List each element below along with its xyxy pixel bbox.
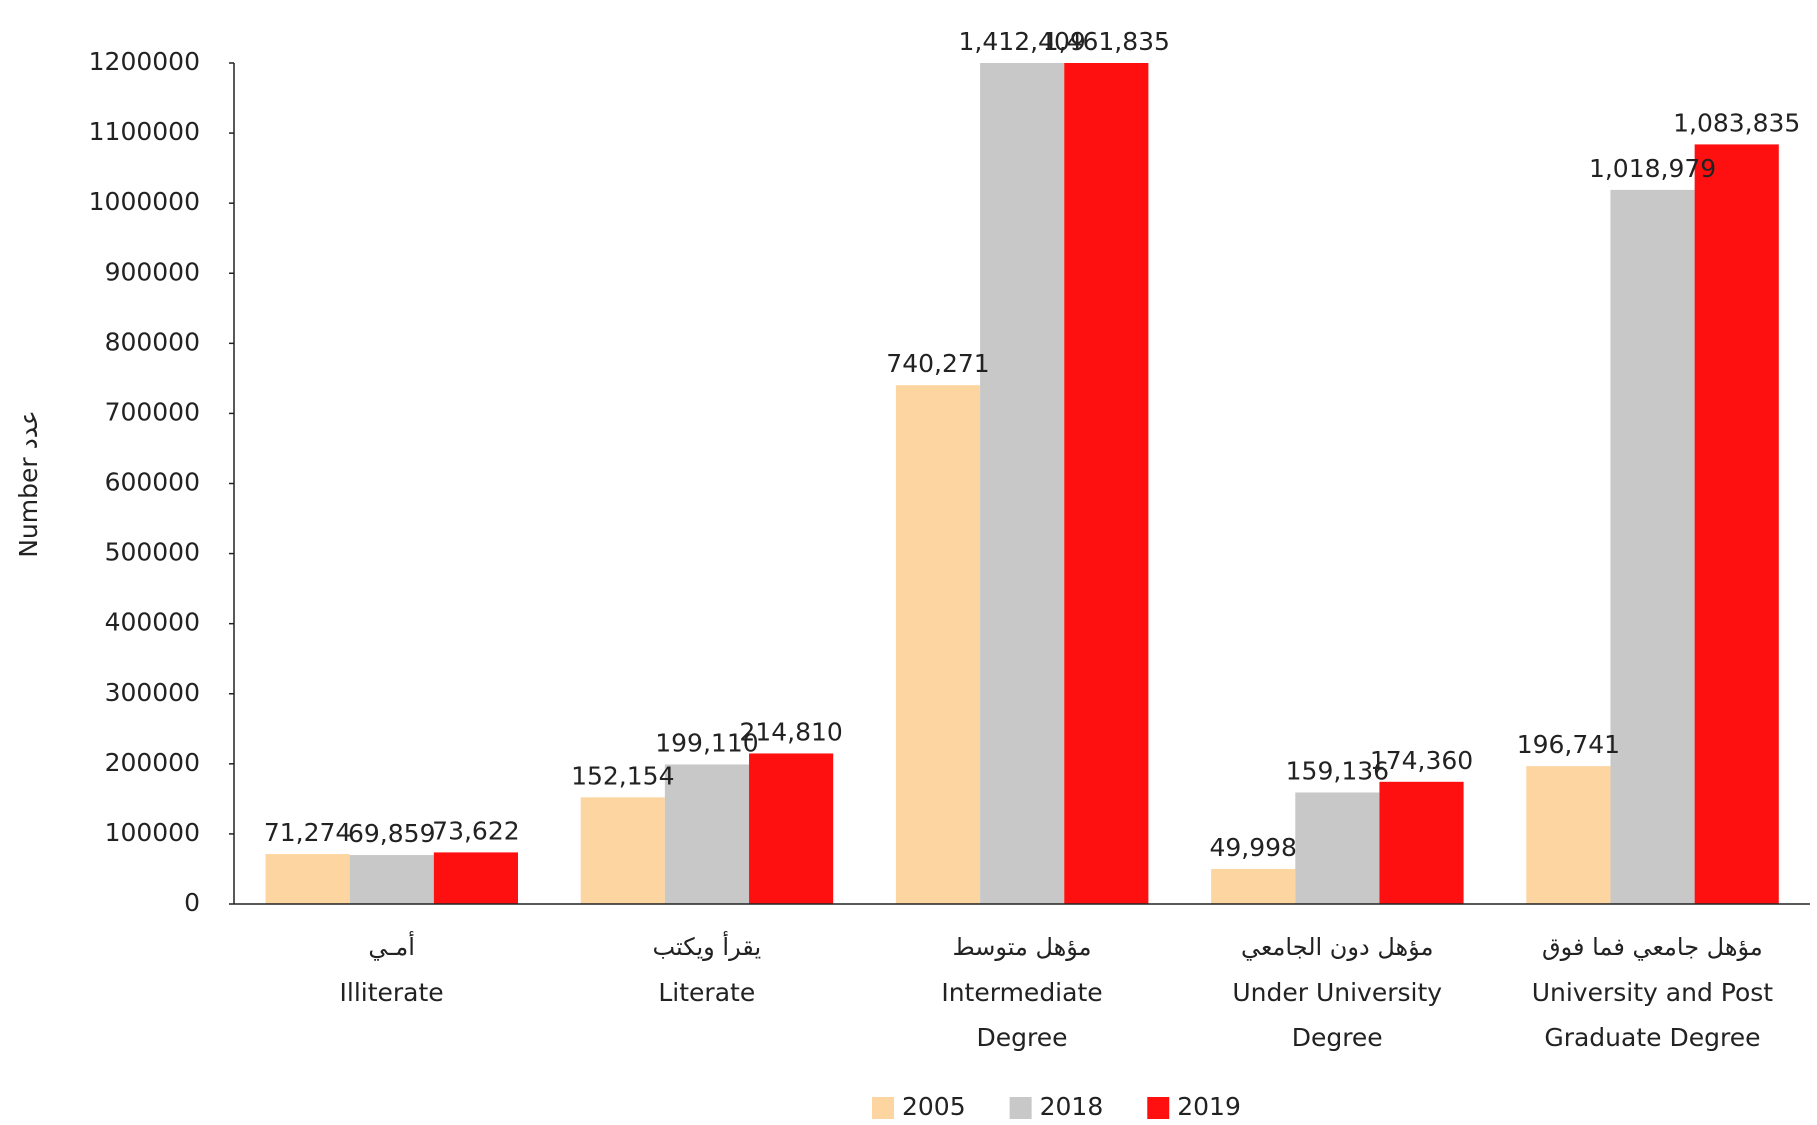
x-tick-label: Illiterate: [340, 978, 444, 1007]
x-tick-label-ar: مؤهل دون الجامعي: [1241, 933, 1433, 961]
y-tick-label: 1000000: [89, 187, 200, 216]
bar: [433, 852, 518, 904]
y-tick-label: 1100000: [89, 117, 200, 146]
bar: [749, 753, 834, 904]
legend-label: 2005: [902, 1092, 966, 1121]
data-label: 1,461,835: [1043, 27, 1170, 56]
data-label: 159,136: [1286, 756, 1389, 785]
y-tick-label: 800000: [105, 327, 200, 356]
x-tick-label-ar: مؤهل متوسط: [952, 933, 1091, 961]
y-tick-label: 0: [184, 888, 200, 917]
x-tick-label: Literate: [658, 978, 755, 1007]
data-label: 1,018,979: [1589, 154, 1716, 183]
bar: [1211, 868, 1296, 904]
x-tick-label-ar: أمـي: [368, 931, 415, 961]
bar: [580, 797, 665, 904]
legend-swatch: [1147, 1097, 1170, 1119]
x-tick-label-ar: يقرأ ويكتب: [652, 931, 761, 961]
y-tick-label: 300000: [105, 678, 200, 707]
x-tick-label: Under University Degree: [1232, 978, 1442, 1052]
y-tick-label: 900000: [105, 257, 200, 286]
data-label: 69,859: [348, 819, 435, 848]
data-label: 199,110: [655, 728, 758, 757]
bar: [1526, 766, 1611, 904]
data-label: 214,810: [739, 717, 842, 746]
data-label: 196,741: [1517, 730, 1620, 759]
bars: [265, 63, 1779, 905]
y-tick-label: 100000: [105, 818, 200, 847]
bar: [349, 855, 434, 904]
bar: [664, 764, 750, 904]
legend-label: 2019: [1177, 1092, 1241, 1121]
data-label: 174,360: [1370, 746, 1473, 775]
y-tick-label: 400000: [105, 608, 200, 637]
x-tick-label: University and Post Graduate Degree: [1532, 978, 1774, 1052]
data-label: 740,271: [886, 349, 989, 378]
y-tick-label: 600000: [105, 468, 200, 497]
y-tick-label: 200000: [105, 748, 200, 777]
data-label: 71,274: [264, 818, 351, 847]
bar: [1064, 63, 1149, 904]
legend-swatch: [872, 1097, 894, 1119]
data-label: 152,154: [571, 761, 674, 790]
x-tick-label-ar: مؤهل جامعي فما فوق: [1542, 933, 1763, 961]
y-axis-label: Number عدد: [14, 410, 43, 558]
bar: [1379, 781, 1464, 904]
x-tick-label: Intermediate Degree: [941, 978, 1102, 1052]
bar: [265, 854, 350, 904]
bar: [1295, 792, 1380, 904]
bar: [980, 63, 1065, 904]
bar: [895, 385, 981, 904]
bar: [1610, 189, 1695, 905]
data-label: 1,412,409: [959, 27, 1086, 56]
y-tick-label: 500000: [105, 538, 200, 567]
y-tick-label: 700000: [105, 397, 200, 426]
data-label: 73,622: [432, 816, 519, 845]
y-tick-label: 1200000: [89, 47, 200, 76]
bar: [1694, 144, 1779, 905]
legend-swatch: [1009, 1097, 1032, 1119]
data-label: 49,998: [1209, 833, 1296, 862]
data-label: 1,083,835: [1673, 108, 1800, 137]
legend-label: 2018: [1040, 1092, 1104, 1121]
